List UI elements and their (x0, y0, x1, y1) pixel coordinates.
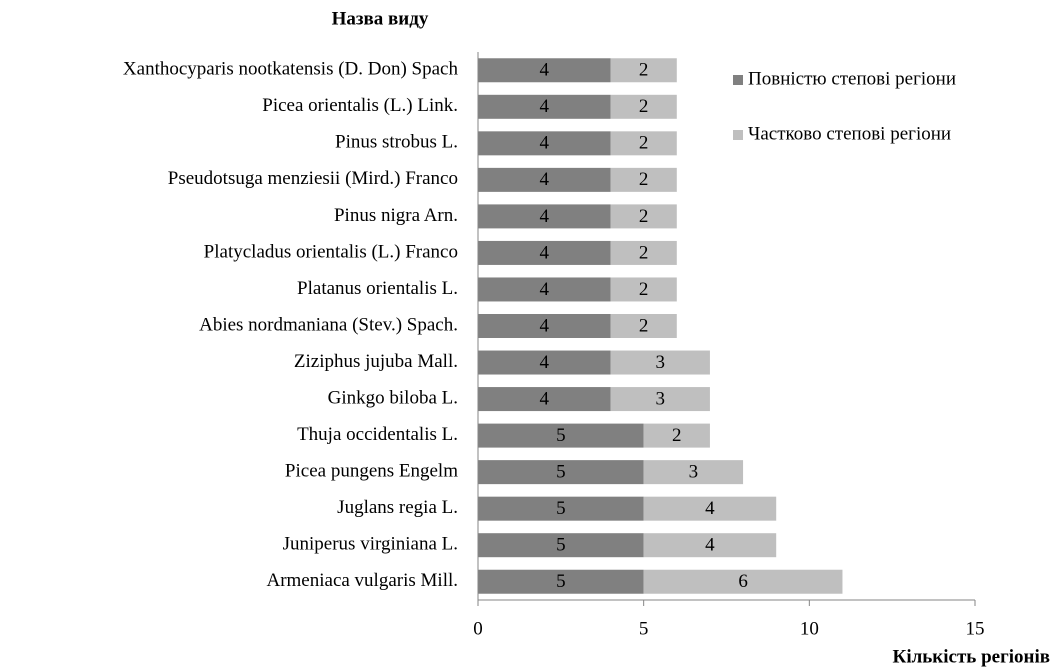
bar-segment (478, 496, 644, 521)
legend-swatch (733, 75, 743, 85)
bar-segment (610, 58, 677, 83)
bar-segment (610, 387, 710, 412)
data-label: 4 (540, 133, 550, 154)
bar-segment (478, 387, 611, 412)
data-label: 4 (540, 60, 550, 81)
y-tick-label: Abies nordmaniana (Stev.) Spach. (199, 314, 458, 335)
bar-segment (478, 167, 611, 192)
data-label: 4 (540, 96, 550, 117)
x-tick-label: 5 (639, 618, 649, 639)
bar-segment (478, 350, 611, 375)
y-tick-label: Platanus orientalis L. (297, 278, 458, 299)
x-tick-label: 15 (966, 618, 985, 639)
bar-segment (478, 58, 611, 83)
data-label: 4 (705, 498, 715, 519)
bar-segment (643, 496, 777, 521)
data-label: 2 (639, 60, 649, 81)
bar-segment (478, 460, 644, 485)
x-axis-title: Кількість регіонів (893, 646, 1050, 667)
data-label: 4 (540, 242, 550, 263)
bar-segment (610, 204, 677, 229)
data-label: 6 (738, 571, 748, 592)
data-label: 2 (639, 133, 649, 154)
legend-label: Повністю степові регіони (748, 68, 956, 89)
data-label: 4 (540, 388, 550, 409)
legend-label: Частково степові регіони (748, 123, 951, 144)
y-tick-label: Ginkgo biloba L. (328, 387, 458, 408)
bar-segment (610, 131, 677, 156)
data-label: 4 (540, 279, 550, 300)
data-label: 2 (639, 315, 649, 336)
bar-segment (610, 94, 677, 119)
data-label: 2 (639, 279, 649, 300)
bar-segment (478, 240, 611, 265)
data-label: 4 (540, 352, 550, 373)
y-axis-title: Назва виду (332, 8, 429, 29)
bar-segment (478, 569, 644, 594)
y-tick-label: Juglans regia L. (337, 497, 458, 518)
bar-segment (643, 533, 777, 558)
y-tick-label: Picea orientalis (L.) Link. (262, 95, 458, 116)
bar-segment (478, 94, 611, 119)
data-label: 5 (556, 535, 566, 556)
y-tick-label: Pseudotsuga menziesii (Mird.) Franco (168, 168, 458, 189)
y-tick-label: Platycladus orientalis (L.) Franco (204, 241, 458, 262)
data-label: 4 (540, 206, 550, 227)
data-label: 3 (689, 461, 699, 482)
bar-segment (478, 277, 611, 302)
data-label: 2 (639, 169, 649, 190)
y-tick-label: Ziziphus jujuba Mall. (294, 351, 458, 372)
bar-segment (610, 277, 677, 302)
bar-segment (610, 240, 677, 265)
bar-segment (610, 314, 677, 338)
y-tick-label: Thuja occidentalis L. (297, 424, 458, 445)
x-tick-label: 10 (800, 618, 819, 639)
data-label: 5 (556, 498, 566, 519)
data-label: 2 (639, 242, 649, 263)
data-label: 3 (655, 388, 665, 409)
data-label: 2 (672, 425, 682, 446)
bar-segment (643, 569, 843, 594)
bar-segment (478, 314, 611, 338)
bar-segment (478, 423, 644, 448)
y-tick-label: Armeniaca vulgaris Mill. (266, 570, 458, 591)
y-tick-label: Xanthocyparis nootkatensis (D. Don) Spac… (123, 59, 459, 80)
bar-segment (643, 423, 710, 448)
data-label: 5 (556, 425, 566, 446)
data-label: 5 (556, 461, 566, 482)
legend-swatch (733, 130, 743, 140)
data-label: 2 (639, 206, 649, 227)
y-tick-label: Pinus nigra Arn. (334, 205, 458, 226)
y-tick-label: Juniperus virginiana L. (283, 534, 458, 555)
data-label: 3 (655, 352, 665, 373)
data-label: 2 (639, 96, 649, 117)
bar-segment (610, 167, 677, 192)
bar-segment (478, 131, 611, 156)
data-label: 4 (705, 535, 715, 556)
bar-segment (643, 460, 744, 485)
bar-segment (478, 533, 644, 558)
bar-segment (478, 204, 611, 229)
y-tick-label: Picea pungens Engelm (285, 460, 458, 481)
x-tick-label: 0 (473, 618, 483, 639)
y-tick-label: Pinus strobus L. (335, 132, 458, 153)
data-label: 4 (540, 315, 550, 336)
data-label: 4 (540, 169, 550, 190)
data-label: 5 (556, 571, 566, 592)
bar-segment (610, 350, 710, 375)
